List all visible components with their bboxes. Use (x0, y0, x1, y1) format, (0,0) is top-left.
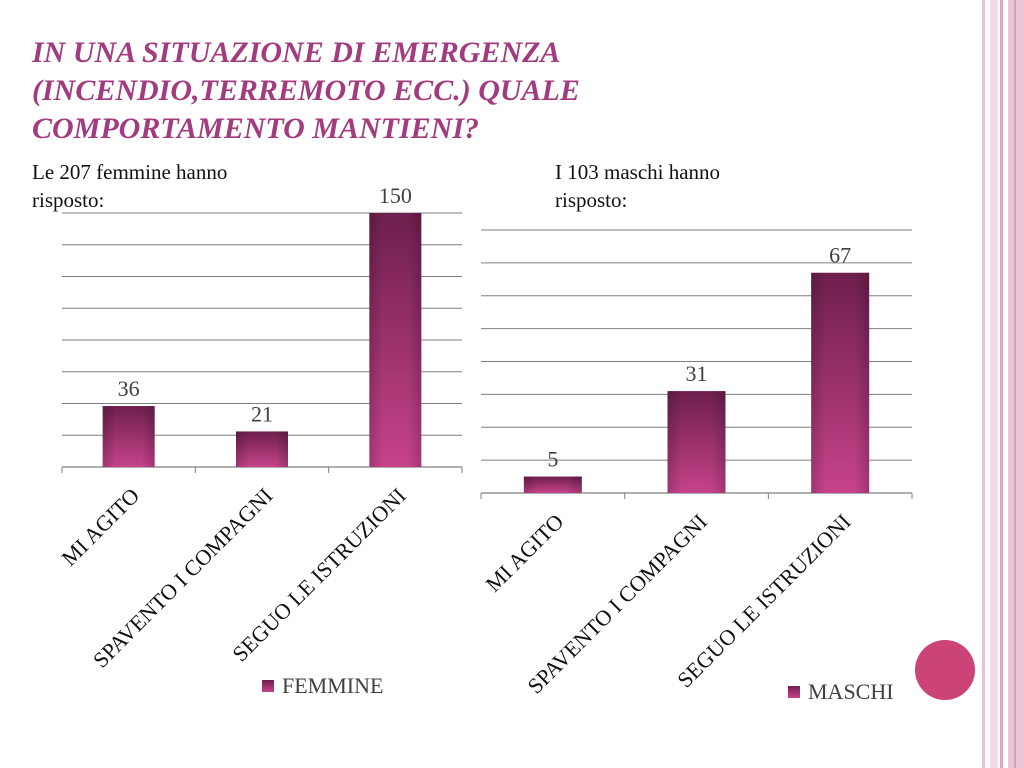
legend-swatch-maschi (788, 686, 800, 698)
title-line-2: (INCENDIO,TERREMOTO ECC.) QUALE (32, 74, 580, 107)
category-label-maschi-1: MI AGITO (481, 509, 569, 597)
subtitle-maschi-line-1: I 103 maschi hanno (555, 160, 721, 184)
data-label-maschi-1: 5 (547, 447, 558, 472)
bar-shade-maschi-1 (523, 476, 582, 493)
subtitle-femmine-line-1: Le 207 femmine hanno (32, 160, 228, 184)
accent-circle (915, 640, 975, 700)
data-label-femmine-3: 150 (379, 183, 412, 208)
subtitle-maschi: I 103 maschi hanno risposto: (555, 158, 720, 214)
side-stripe-4 (1008, 0, 1024, 768)
data-label-maschi-2: 31 (686, 361, 708, 386)
page-title: IN UNA SITUAZIONE DI EMERGENZA (INCENDIO… (32, 34, 932, 148)
legend-label-maschi: MASCHI (808, 679, 894, 704)
data-label-femmine-1: 36 (118, 376, 140, 401)
side-stripe-1 (982, 0, 985, 768)
bar-shade-maschi-3 (811, 272, 870, 493)
bar-shade-femmine-1 (102, 406, 155, 467)
side-stripe-2 (990, 0, 998, 768)
side-stripe-5 (1014, 0, 1016, 768)
legend-swatch-femmine (262, 680, 274, 692)
bar-shade-maschi-2 (667, 391, 726, 493)
data-label-maschi-3: 67 (829, 243, 851, 268)
title-line-1: IN UNA SITUAZIONE DI EMERGENZA (32, 36, 561, 69)
bar-shade-femmine-2 (236, 431, 288, 467)
data-label-femmine-2: 21 (251, 401, 273, 426)
legend-label-femmine: FEMMINE (282, 673, 383, 698)
subtitle-maschi-line-2: risposto: (555, 188, 628, 212)
bar-shade-femmine-3 (369, 213, 422, 467)
subtitle-femmine-line-2: risposto: (32, 188, 105, 212)
subtitle-femmine: Le 207 femmine hanno risposto: (32, 158, 227, 214)
title-line-3: COMPORTAMENTO MANTIENI? (32, 112, 480, 145)
side-stripe-3 (1000, 0, 1003, 768)
